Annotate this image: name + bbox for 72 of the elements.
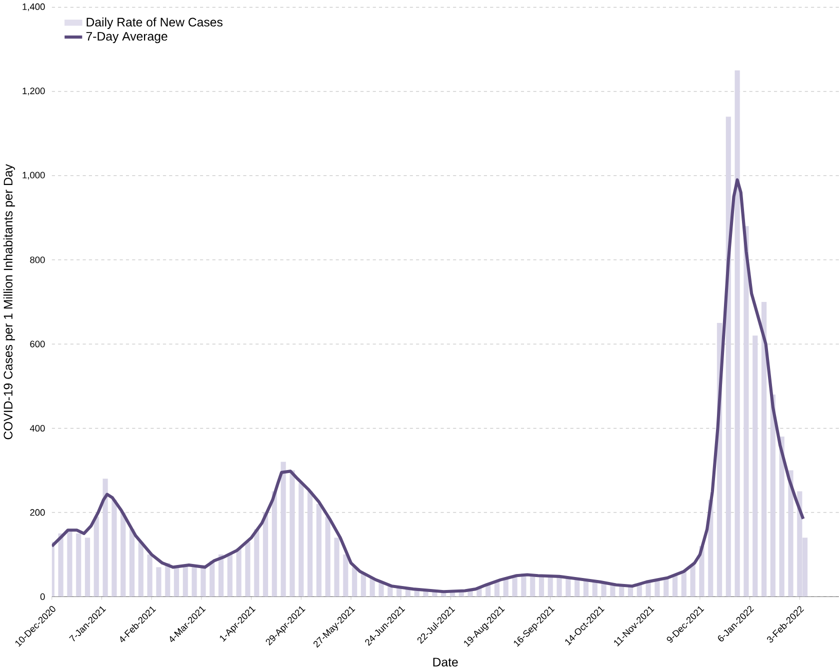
bar — [654, 580, 660, 597]
bar — [334, 538, 340, 597]
bar — [245, 542, 250, 597]
bar — [174, 567, 180, 597]
bar — [690, 565, 696, 597]
bar — [548, 576, 553, 597]
y-tick-label: 1,200 — [22, 88, 45, 96]
bar — [307, 491, 313, 597]
bar — [165, 562, 170, 597]
bar — [726, 116, 731, 597]
bar — [210, 560, 215, 597]
y-tick-label: 200 — [30, 509, 45, 516]
bar — [352, 567, 358, 597]
bar — [566, 578, 571, 597]
y-axis-title: COVID-19 Cases per 1 Million Inhabitants per Day — [3, 164, 15, 440]
bar — [788, 470, 794, 597]
bar — [538, 576, 544, 597]
bar — [574, 578, 580, 597]
bar — [681, 571, 686, 597]
bar — [343, 554, 348, 597]
bar — [646, 582, 651, 597]
bar — [254, 529, 260, 597]
bar — [84, 538, 90, 597]
bar — [102, 478, 108, 597]
bar — [512, 576, 518, 597]
bar — [58, 533, 64, 597]
y-tick-label: 1,400 — [22, 3, 45, 12]
bar — [272, 491, 277, 597]
bar — [592, 582, 598, 597]
legend-label: Daily Rate of New Cases — [86, 18, 222, 30]
bar — [200, 565, 206, 597]
bar — [752, 336, 758, 597]
y-tick-label: 600 — [30, 340, 45, 348]
bar — [192, 567, 197, 597]
bar — [227, 554, 232, 597]
bar — [664, 578, 669, 597]
bar — [156, 567, 162, 597]
y-tick-label: 0 — [40, 593, 45, 600]
y-tick-label: 1,000 — [22, 172, 45, 180]
bar — [280, 462, 286, 597]
bar — [744, 226, 749, 597]
bar — [316, 504, 322, 597]
bar — [218, 554, 224, 597]
bar — [770, 394, 776, 597]
bar — [120, 512, 126, 597]
bar — [779, 436, 784, 597]
bar — [583, 580, 589, 597]
bar — [672, 574, 678, 597]
bar — [530, 574, 536, 597]
x-axis-title: Date — [433, 658, 458, 667]
bar — [619, 586, 624, 597]
bar — [147, 554, 152, 597]
bar — [325, 516, 330, 597]
bar — [556, 576, 562, 597]
bar — [236, 548, 242, 597]
bar — [370, 578, 375, 597]
y-tick-label: 400 — [30, 425, 45, 432]
legend-label: 7-Day Average — [86, 32, 168, 44]
bar — [182, 565, 188, 597]
bar — [262, 512, 268, 597]
bar — [761, 302, 767, 597]
bar — [290, 470, 295, 597]
bar — [76, 533, 82, 597]
y-tick-label: 800 — [30, 256, 45, 264]
bar — [360, 573, 366, 597]
bar — [129, 529, 135, 597]
bar — [138, 542, 144, 597]
bar — [94, 516, 99, 597]
bar — [112, 500, 117, 597]
bar — [734, 70, 740, 597]
bar — [601, 583, 606, 597]
bar — [298, 482, 304, 597]
